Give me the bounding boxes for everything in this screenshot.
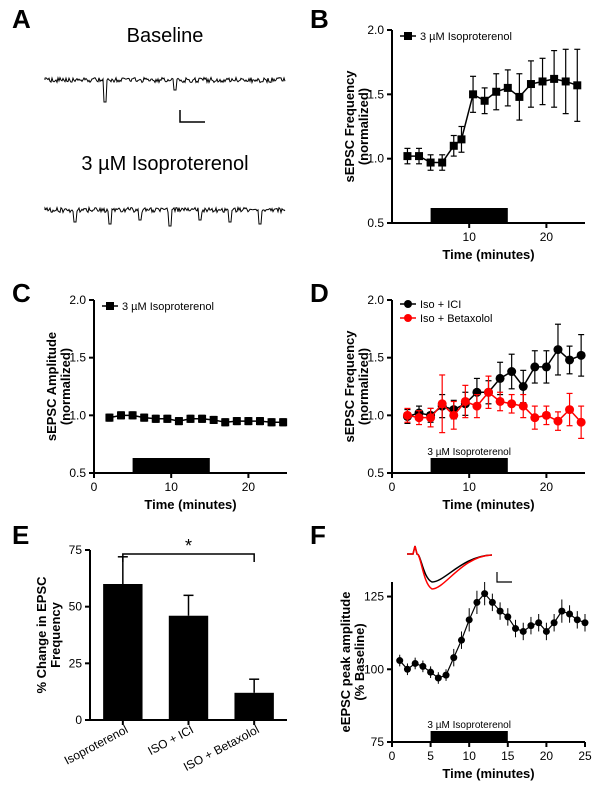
panel-label-a: A bbox=[12, 4, 31, 35]
svg-text:5: 5 bbox=[427, 749, 434, 763]
panel-e-svg: 0 25 50 75 % Change in EPSCFrequency Isoprote… bbox=[22, 532, 297, 782]
panel-b-svg: 0.51.01.52.01020sEPSC Frequency(normaliz… bbox=[320, 18, 595, 263]
panel-a-svg: Baseline 3 µM Isoproterenol bbox=[30, 10, 300, 260]
svg-text:Time (minutes): Time (minutes) bbox=[144, 497, 236, 512]
svg-text:15: 15 bbox=[501, 749, 515, 763]
svg-text:Isoproterenol: Isoproterenol bbox=[62, 722, 130, 767]
svg-text:3 µM Isoproterenol: 3 µM Isoproterenol bbox=[122, 301, 214, 313]
svg-text:125: 125 bbox=[364, 590, 384, 604]
svg-text:eEPSC peak amplitude: eEPSC peak amplitude bbox=[338, 592, 353, 733]
svg-text:75: 75 bbox=[69, 543, 83, 557]
svg-text:0.5: 0.5 bbox=[69, 466, 86, 480]
svg-text:0: 0 bbox=[389, 749, 396, 763]
svg-text:100: 100 bbox=[364, 662, 384, 676]
svg-text:10: 10 bbox=[165, 480, 179, 494]
svg-text:10: 10 bbox=[463, 480, 477, 494]
svg-text:(normalized): (normalized) bbox=[356, 348, 371, 425]
svg-text:25: 25 bbox=[578, 749, 592, 763]
panel-f-svg: 75 100 125 0 5 10 15 20 25 eEPSC peak amplitude(%… bbox=[320, 532, 595, 782]
panel-d: 0.51.01.52.001020sEPSC Frequency(normali… bbox=[320, 288, 595, 513]
svg-text:2.0: 2.0 bbox=[367, 293, 384, 307]
svg-text:20: 20 bbox=[540, 480, 554, 494]
svg-text:10: 10 bbox=[463, 230, 477, 244]
trace-drug bbox=[45, 208, 285, 227]
svg-text:25: 25 bbox=[69, 656, 83, 670]
svg-text:0: 0 bbox=[389, 480, 396, 494]
svg-text:Time (minutes): Time (minutes) bbox=[442, 766, 534, 781]
panel-a-title2: 3 µM Isoproterenol bbox=[81, 153, 248, 175]
trace-baseline bbox=[45, 78, 285, 103]
svg-text:20: 20 bbox=[242, 480, 256, 494]
svg-text:*: * bbox=[185, 536, 192, 556]
svg-text:% Change in EPSC: % Change in EPSC bbox=[34, 576, 49, 694]
svg-text:0: 0 bbox=[91, 480, 98, 494]
panel-c-svg: 0.51.01.52.001020sEPSC Amplitude(normali… bbox=[22, 288, 297, 513]
svg-text:Iso + Betaxolol: Iso + Betaxolol bbox=[420, 313, 492, 325]
svg-text:2.0: 2.0 bbox=[69, 293, 86, 307]
svg-text:3 µM Isoproterenol: 3 µM Isoproterenol bbox=[427, 447, 511, 458]
panel-e: 0 25 50 75 % Change in EPSCFrequency Isoprote… bbox=[22, 532, 297, 782]
svg-text:0.5: 0.5 bbox=[367, 216, 384, 230]
svg-text:10: 10 bbox=[463, 749, 477, 763]
svg-text:Time (minutes): Time (minutes) bbox=[442, 497, 534, 512]
svg-text:20: 20 bbox=[540, 230, 554, 244]
panel-d-svg: 0.51.01.52.001020sEPSC Frequency(normali… bbox=[320, 288, 595, 513]
svg-text:0.5: 0.5 bbox=[367, 466, 384, 480]
panel-a-title1: Baseline bbox=[127, 25, 204, 47]
panel-a: Baseline 3 µM Isoproterenol bbox=[30, 10, 300, 260]
svg-text:2.0: 2.0 bbox=[367, 23, 384, 37]
svg-text:3 µM Isoproterenol: 3 µM Isoproterenol bbox=[427, 720, 511, 731]
svg-text:(normalized): (normalized) bbox=[58, 348, 73, 425]
svg-text:75: 75 bbox=[371, 735, 385, 749]
svg-text:sEPSC Frequency: sEPSC Frequency bbox=[342, 330, 357, 443]
svg-text:50: 50 bbox=[69, 600, 83, 614]
svg-text:Frequency: Frequency bbox=[48, 601, 63, 668]
panel-f: 75 100 125 0 5 10 15 20 25 eEPSC peak amplitude(%… bbox=[320, 532, 595, 782]
svg-text:sEPSC Frequency: sEPSC Frequency bbox=[342, 70, 357, 183]
svg-text:sEPSC Amplitude: sEPSC Amplitude bbox=[44, 332, 59, 441]
panel-c: 0.51.01.52.001020sEPSC Amplitude(normali… bbox=[22, 288, 297, 513]
svg-text:20: 20 bbox=[540, 749, 554, 763]
svg-text:0: 0 bbox=[75, 713, 82, 727]
panel-b: 0.51.01.52.01020sEPSC Frequency(normaliz… bbox=[320, 18, 595, 263]
svg-text:Time (minutes): Time (minutes) bbox=[442, 247, 534, 262]
svg-text:Iso + ICI: Iso + ICI bbox=[420, 299, 461, 311]
svg-text:ISO + ICI: ISO + ICI bbox=[145, 722, 195, 758]
svg-text:(normalized): (normalized) bbox=[356, 88, 371, 165]
svg-text:3 µM Isoproterenol: 3 µM Isoproterenol bbox=[420, 31, 512, 43]
svg-text:(% Baseline): (% Baseline) bbox=[352, 623, 367, 700]
scale-bar bbox=[180, 110, 205, 122]
